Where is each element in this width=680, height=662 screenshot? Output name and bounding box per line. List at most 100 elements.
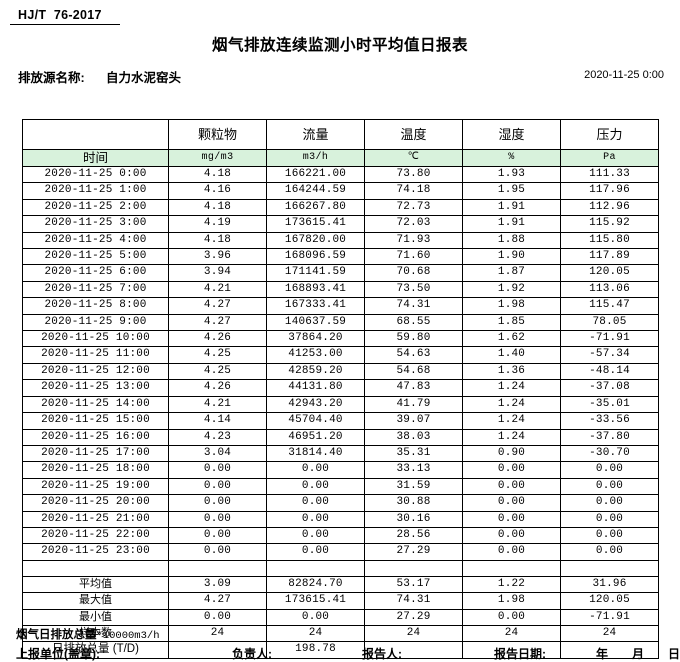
cell-value: 1.95 [462,182,561,200]
column-header-2: 流量 [266,119,365,150]
cell-value: 0.00 [560,477,659,496]
cell-value: -37.08 [560,379,659,397]
cell-value: 0.00 [266,543,365,561]
table-row: 2020-11-25 20:00 0.00 0.00 30.88 0.00 0.00 [22,494,659,512]
summary-value: 74.31 [364,592,463,610]
cell-value: 27.29 [364,543,463,561]
table-row: 2020-11-25 16:00 4.23 46951.20 38.03 1.24 -37… [22,428,659,446]
summary-row: 平均值 3.09 82824.70 53.17 1.22 31.96 [22,575,659,594]
reporter-label: 报告人: [362,647,402,661]
source-name-value: 自力水泥窑头 [106,71,182,85]
cell-time: 2020-11-25 23:00 [22,543,169,561]
summary-value: 4.27 [168,592,267,610]
cell-value: 0.00 [462,494,561,512]
spacer-cell [560,559,659,577]
year-label: 年 [596,647,609,661]
cell-time: 2020-11-25 5:00 [22,248,169,266]
table-row: 2020-11-25 23:00 0.00 0.00 27.29 0.00 0.00 [22,543,659,561]
cell-value: 0.00 [168,510,267,528]
cell-value: 113.06 [560,280,659,299]
cell-value: 0.00 [168,494,267,512]
cell-value: 1.98 [462,297,561,315]
cell-value: -71.91 [560,330,659,348]
cell-value: 1.36 [462,362,561,381]
cell-value: 59.80 [364,330,463,348]
cell-time: 2020-11-25 13:00 [22,379,169,397]
cell-value: 1.91 [462,198,561,217]
table-row: 2020-11-25 14:00 4.21 42943.20 41.79 1.24 -35… [22,395,659,414]
summary-value: 3.09 [168,575,267,594]
cell-value: 117.96 [560,182,659,200]
cell-value: 115.92 [560,215,659,233]
cell-value: 0.00 [266,461,365,479]
cell-time: 2020-11-25 8:00 [22,297,169,315]
cell-value: 39.07 [364,412,463,430]
summary-value: 24 [364,624,463,643]
table-row: 2020-11-25 9:00 4.27 140637.59 68.55 1.85 78.… [22,313,659,332]
cell-time: 2020-11-25 3:00 [22,215,169,233]
table-row: 2020-11-25 15:00 4.14 45704.40 39.07 1.24 -33… [22,412,659,430]
cell-value: 28.56 [364,526,463,545]
column-header-4: 湿度 [462,119,561,150]
summary-value: 24 [560,624,659,643]
cell-value: 4.14 [168,412,267,430]
cell-value: 167820.00 [266,231,365,250]
cell-value: -37.80 [560,428,659,446]
cell-value: 0.00 [560,461,659,479]
table-row: 2020-11-25 7:00 4.21 168893.41 73.50 1.92 113… [22,280,659,299]
cell-value: 173615.41 [266,215,365,233]
cell-value: 74.18 [364,182,463,200]
cell-value: 1.93 [462,165,561,184]
reporting-unit-label: 上报单位(盖章): [16,647,100,661]
summary-row: 最小值 0.00 0.00 27.29 0.00 -71.91 [22,608,659,626]
cell-value: 72.03 [364,215,463,233]
cell-value: 112.96 [560,198,659,217]
cell-value: 4.26 [168,379,267,397]
hourly-average-table: 颗粒物 流量 温度 湿度 压力 时间 mg/m3 m3/h ℃% Pa 2020-11-25 0:0… [22,119,659,659]
cell-value: 164244.59 [266,182,365,200]
cell-value: 30.88 [364,494,463,512]
cell-value: 70.68 [364,264,463,282]
table-row: 2020-11-25 10:00 4.26 37864.20 59.80 1.62 -71… [22,330,659,348]
summary-row: 样本数 24 24 24 24 24 [22,624,659,643]
cell-time: 2020-11-25 10:00 [22,330,169,348]
cell-value: 4.27 [168,297,267,315]
summary-value: 24 [462,624,561,643]
cell-value: -48.14 [560,362,659,381]
summary-value: 82824.70 [266,575,365,594]
cell-time: 2020-11-25 18:00 [22,461,169,479]
cell-value: 1.24 [462,395,561,414]
cell-value: 167333.41 [266,297,365,315]
cell-value: 115.80 [560,231,659,250]
summary-value: 198.78 [266,641,365,659]
cell-value: 1.90 [462,248,561,266]
cell-time: 2020-11-25 16:00 [22,428,169,446]
cell-value: 44131.80 [266,379,365,397]
cell-value: 0.00 [266,510,365,528]
cell-time: 2020-11-25 21:00 [22,510,169,528]
cell-value: 166221.00 [266,165,365,184]
summary-value: 53.17 [364,575,463,594]
cell-time: 2020-11-25 1:00 [22,182,169,200]
spacer-cell [364,559,463,577]
table-row: 2020-11-25 1:00 4.16 164244.59 74.18 1.95 117… [22,182,659,200]
column-unit-5: Pa [560,149,659,167]
cell-time: 2020-11-25 9:00 [22,313,169,332]
cell-value: 33.13 [364,461,463,479]
source-name-label: 排放源名称: [18,71,85,85]
emission-note-unit: *10000m3/h [96,630,160,642]
table-spacer-row [22,559,659,577]
signature-line: 上报单位(盖章): 负责人: 报告人: 报告日期: 年 月 日 [16,645,680,661]
spacer-cell [168,559,267,577]
cell-value: 4.16 [168,182,267,200]
summary-label: 最大值 [22,592,169,610]
summary-label: 日排放总量 (T/D) [22,641,169,659]
cell-value: 72.73 [364,198,463,217]
cell-value: 120.05 [560,264,659,282]
summary-value: 1.98 [462,592,561,610]
table-row: 2020-11-25 8:00 4.27 167333.41 74.31 1.98 115… [22,297,659,315]
cell-value: 35.31 [364,444,463,463]
cell-value: 3.04 [168,444,267,463]
table-row: 2020-11-25 19:00 0.00 0.00 31.59 0.00 0.00 [22,477,659,496]
cell-time: 2020-11-25 20:00 [22,494,169,512]
